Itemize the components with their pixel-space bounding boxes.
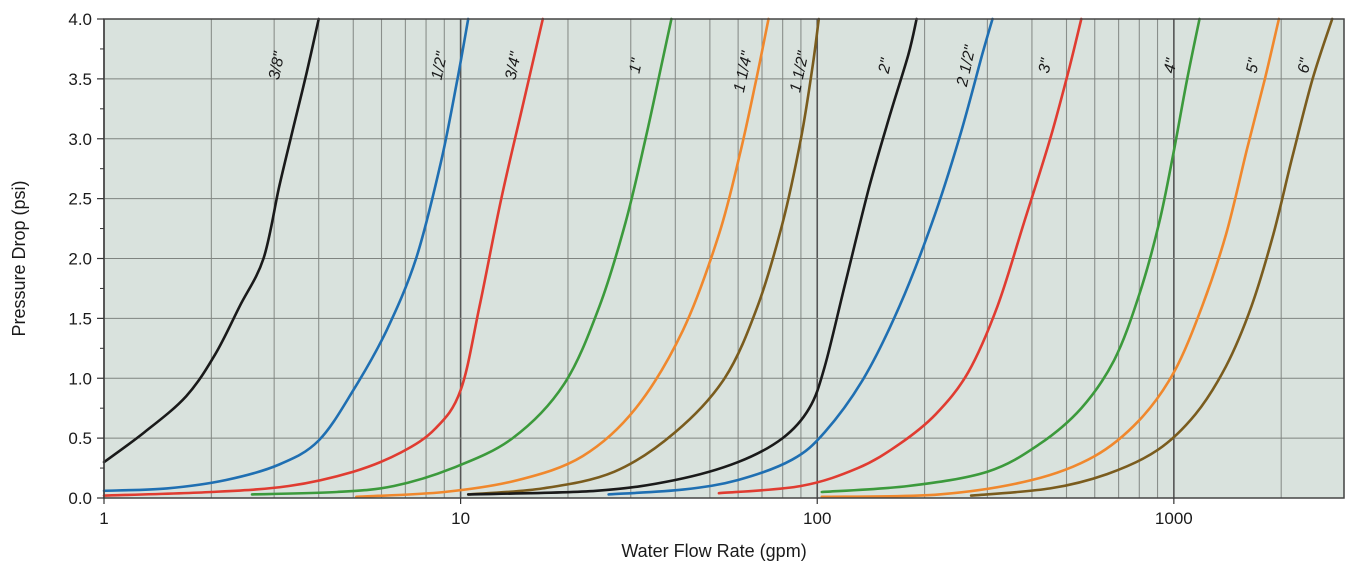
series-lines (102, 17, 1334, 499)
series-line (820, 17, 1281, 499)
grid-lines (103, 18, 1345, 499)
x-tick-label: 1 (99, 509, 108, 528)
series-label: 6" (1295, 56, 1315, 75)
series-label: 3/4" (503, 49, 526, 81)
y-tick-label: 1.5 (68, 309, 92, 328)
y-axis-title: Pressure Drop (psi) (9, 180, 29, 336)
series-label: 1" (627, 56, 647, 75)
y-tick-label: 2.0 (68, 250, 92, 269)
series-line (355, 17, 770, 499)
axis-ticks: 0.0 0.5 1.0 1.5 2.0 2.5 3.0 3.5 4.0 1 10 100 1000 (68, 10, 1192, 528)
series-line (102, 17, 470, 493)
series-line (102, 17, 320, 464)
x-tick-label: 100 (803, 509, 831, 528)
series-line (607, 17, 994, 496)
series-line (466, 17, 821, 496)
y-tick-label: 1.0 (68, 369, 92, 388)
series-line (820, 17, 1201, 494)
y-tick-label: 0.0 (68, 489, 92, 508)
y-tick-label: 4.0 (68, 10, 92, 29)
y-tick-label: 3.5 (68, 70, 92, 89)
y-tick-label: 3.0 (68, 130, 92, 149)
series-label: 4" (1161, 56, 1181, 75)
series-line (102, 17, 545, 497)
series-label: 1/2" (429, 49, 452, 81)
x-tick-label: 1000 (1155, 509, 1193, 528)
series-line (250, 17, 673, 496)
series-label: 3/8" (266, 49, 289, 81)
series-line (969, 17, 1334, 497)
series-labels: 3/8" 1/2" 3/4" 1" 1 1/4" 1 1/2" 2" 2 1/2" 3" 4" 5"… (266, 43, 1315, 94)
x-axis-title: Water Flow Rate (gpm) (621, 541, 806, 561)
y-tick-label: 0.5 (68, 429, 92, 448)
series-line (466, 17, 918, 496)
series-label: 5" (1244, 56, 1264, 75)
series-label: 2" (876, 56, 896, 76)
series-label: 3" (1036, 56, 1056, 75)
series-line (717, 17, 1083, 495)
y-tick-label: 2.5 (68, 190, 92, 209)
x-tick-label: 10 (451, 509, 470, 528)
